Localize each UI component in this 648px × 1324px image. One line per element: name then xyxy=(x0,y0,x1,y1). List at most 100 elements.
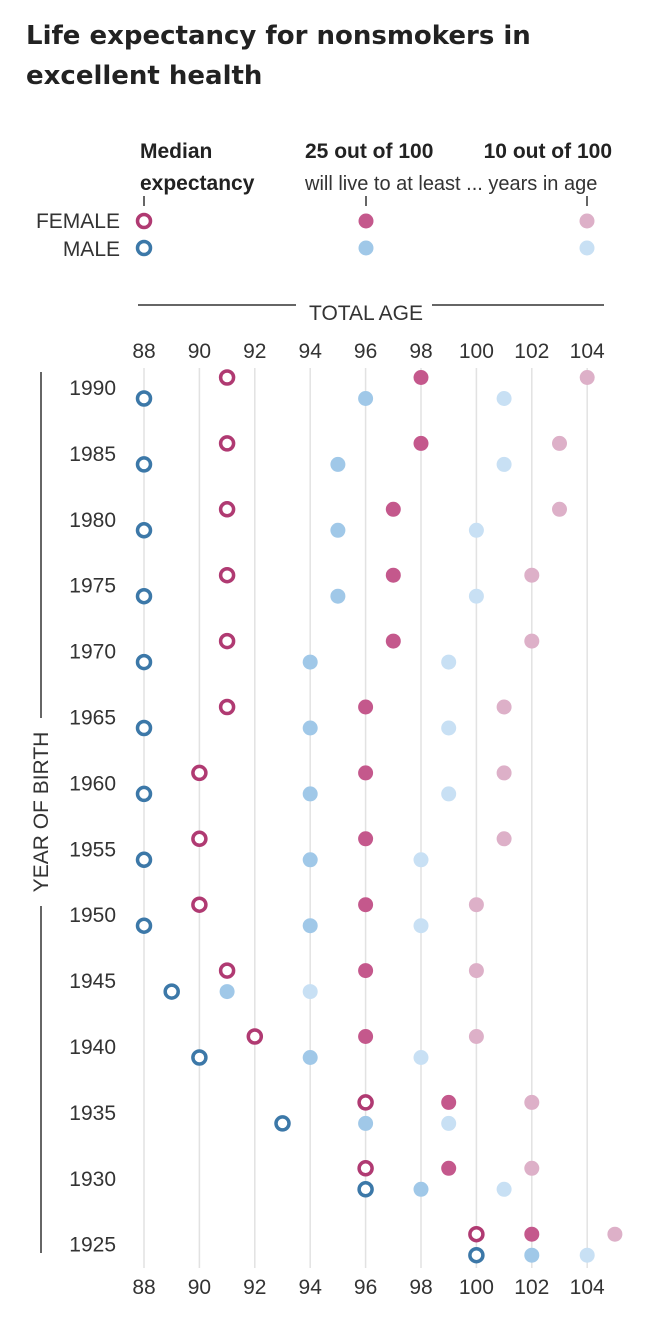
female-p25-dot-1960 xyxy=(358,765,374,781)
female-median-dot-1945 xyxy=(218,962,236,979)
row-1975: 1975 xyxy=(69,566,540,605)
row-1945: 1945 xyxy=(69,962,484,1000)
x-tick-bottom-96: 96 xyxy=(354,1276,377,1299)
year-label-1955: 1955 xyxy=(69,838,116,861)
female-p10-dot-1950 xyxy=(468,897,484,913)
year-label-1965: 1965 xyxy=(69,707,116,730)
row-1965: 1965 xyxy=(69,698,512,737)
female-median-dot-1950 xyxy=(191,896,208,913)
female-p10-dot-1980 xyxy=(552,501,567,517)
x-tick-top-90: 90 xyxy=(188,340,211,363)
female-p25-dot-1985 xyxy=(413,435,429,451)
female-median-dot-1985 xyxy=(218,435,236,452)
x-tick-top-98: 98 xyxy=(409,340,432,363)
row-1990: 1990 xyxy=(69,369,595,407)
male-p25-dot-1985 xyxy=(330,456,346,472)
legend-median-label: Median xyxy=(140,140,212,163)
male-median-dot-1950 xyxy=(135,917,153,934)
x-tick-labels-top: 88 90 92 94 96 98 100 102 104 xyxy=(132,340,605,363)
year-label-1970: 1970 xyxy=(69,641,116,664)
x-tick-bottom-100: 100 xyxy=(459,1276,494,1299)
legend-female-p10-dot xyxy=(579,213,595,229)
male-p25-dot-1935 xyxy=(358,1115,374,1131)
legend-p10-label: 10 out of 100 xyxy=(484,140,612,163)
year-label-1930: 1930 xyxy=(69,1168,116,1191)
female-p25-dot-1980 xyxy=(385,501,401,517)
data-rows: 1990 1985 1980 1975 1970 1965 1960 1955 1950 1945… xyxy=(69,369,623,1264)
female-p25-dot-1930 xyxy=(441,1160,457,1176)
female-p25-dot-1970 xyxy=(385,633,401,649)
female-median-dot-1990 xyxy=(218,369,236,386)
year-label-1960: 1960 xyxy=(69,772,116,795)
gridlines xyxy=(143,368,588,1268)
year-label-1990: 1990 xyxy=(69,377,116,400)
female-p25-dot-1965 xyxy=(358,699,374,715)
year-label-1940: 1940 xyxy=(69,1036,116,1059)
x-tick-top-104: 104 xyxy=(570,340,605,363)
male-p25-dot-1960 xyxy=(302,786,318,802)
female-median-dot-1955 xyxy=(191,830,208,848)
male-p10-dot-1975 xyxy=(468,588,484,604)
legend-median-label-2: expectancy xyxy=(140,172,255,195)
male-median-dot-1930 xyxy=(357,1181,374,1198)
female-p25-dot-1945 xyxy=(358,963,374,979)
x-tick-bottom-92: 92 xyxy=(243,1276,266,1299)
male-p10-dot-1940 xyxy=(413,1050,429,1065)
year-label-1935: 1935 xyxy=(69,1102,116,1125)
female-p10-dot-1925 xyxy=(607,1226,623,1242)
male-median-dot-1965 xyxy=(135,719,153,737)
male-p25-dot-1930 xyxy=(413,1181,429,1197)
year-label-1950: 1950 xyxy=(69,904,116,927)
male-median-dot-1945 xyxy=(163,983,180,1000)
male-p10-dot-1955 xyxy=(413,852,429,868)
male-p25-dot-1955 xyxy=(302,852,318,868)
x-tick-bottom-94: 94 xyxy=(299,1276,323,1299)
female-median-dot-1960 xyxy=(191,764,208,782)
row-1940: 1940 xyxy=(69,1028,484,1066)
row-1960: 1960 xyxy=(69,764,512,803)
chart-title: Life expectancy for nonsmokers in excell… xyxy=(26,21,531,91)
female-median-dot-1925 xyxy=(468,1225,485,1243)
female-median-dot-1975 xyxy=(218,566,236,584)
xaxis-title: TOTAL AGE xyxy=(309,302,423,325)
male-median-dot-1975 xyxy=(135,587,153,605)
x-tick-top-88: 88 xyxy=(132,340,155,363)
female-p10-dot-1930 xyxy=(524,1160,540,1176)
male-p10-dot-1950 xyxy=(413,918,429,934)
legend-female-p25-dot xyxy=(358,213,374,229)
male-median-dot-1970 xyxy=(135,653,153,671)
year-label-1925: 1925 xyxy=(69,1234,116,1257)
male-p10-dot-1985 xyxy=(496,456,512,472)
male-p25-dot-1945 xyxy=(219,984,235,1000)
x-tick-top-94: 94 xyxy=(299,340,323,363)
female-p10-dot-1990 xyxy=(579,370,595,385)
female-median-dot-1935 xyxy=(357,1094,374,1111)
legend-female-label: FEMALE xyxy=(36,210,120,233)
male-median-dot-1940 xyxy=(191,1049,208,1066)
row-1985: 1985 xyxy=(69,435,567,473)
x-tick-top-96: 96 xyxy=(354,340,377,363)
male-p25-dot-1990 xyxy=(358,391,374,406)
female-median-dot-1970 xyxy=(218,632,236,650)
year-label-1985: 1985 xyxy=(69,443,116,466)
male-median-dot-1990 xyxy=(135,390,153,407)
male-p10-dot-1930 xyxy=(496,1181,512,1197)
male-p25-dot-1975 xyxy=(330,588,346,604)
row-1930: 1930 xyxy=(69,1160,540,1198)
x-tick-bottom-104: 104 xyxy=(570,1276,605,1299)
year-label-1945: 1945 xyxy=(69,970,116,993)
x-tick-bottom-98: 98 xyxy=(409,1276,432,1299)
x-tick-top-102: 102 xyxy=(514,340,549,363)
male-median-dot-1935 xyxy=(274,1115,291,1132)
female-p10-dot-1940 xyxy=(468,1029,484,1044)
x-tick-bottom-102: 102 xyxy=(514,1276,549,1299)
female-p10-dot-1970 xyxy=(524,633,540,649)
male-p10-dot-1935 xyxy=(441,1115,457,1131)
x-tick-bottom-88: 88 xyxy=(132,1276,155,1299)
legend: Median expectancy 25 out of 100 will liv… xyxy=(36,140,612,261)
legend-male-p25-dot xyxy=(358,240,374,256)
male-median-dot-1960 xyxy=(135,785,153,803)
female-p25-dot-1975 xyxy=(385,567,401,583)
female-median-dot-1965 xyxy=(218,698,236,716)
